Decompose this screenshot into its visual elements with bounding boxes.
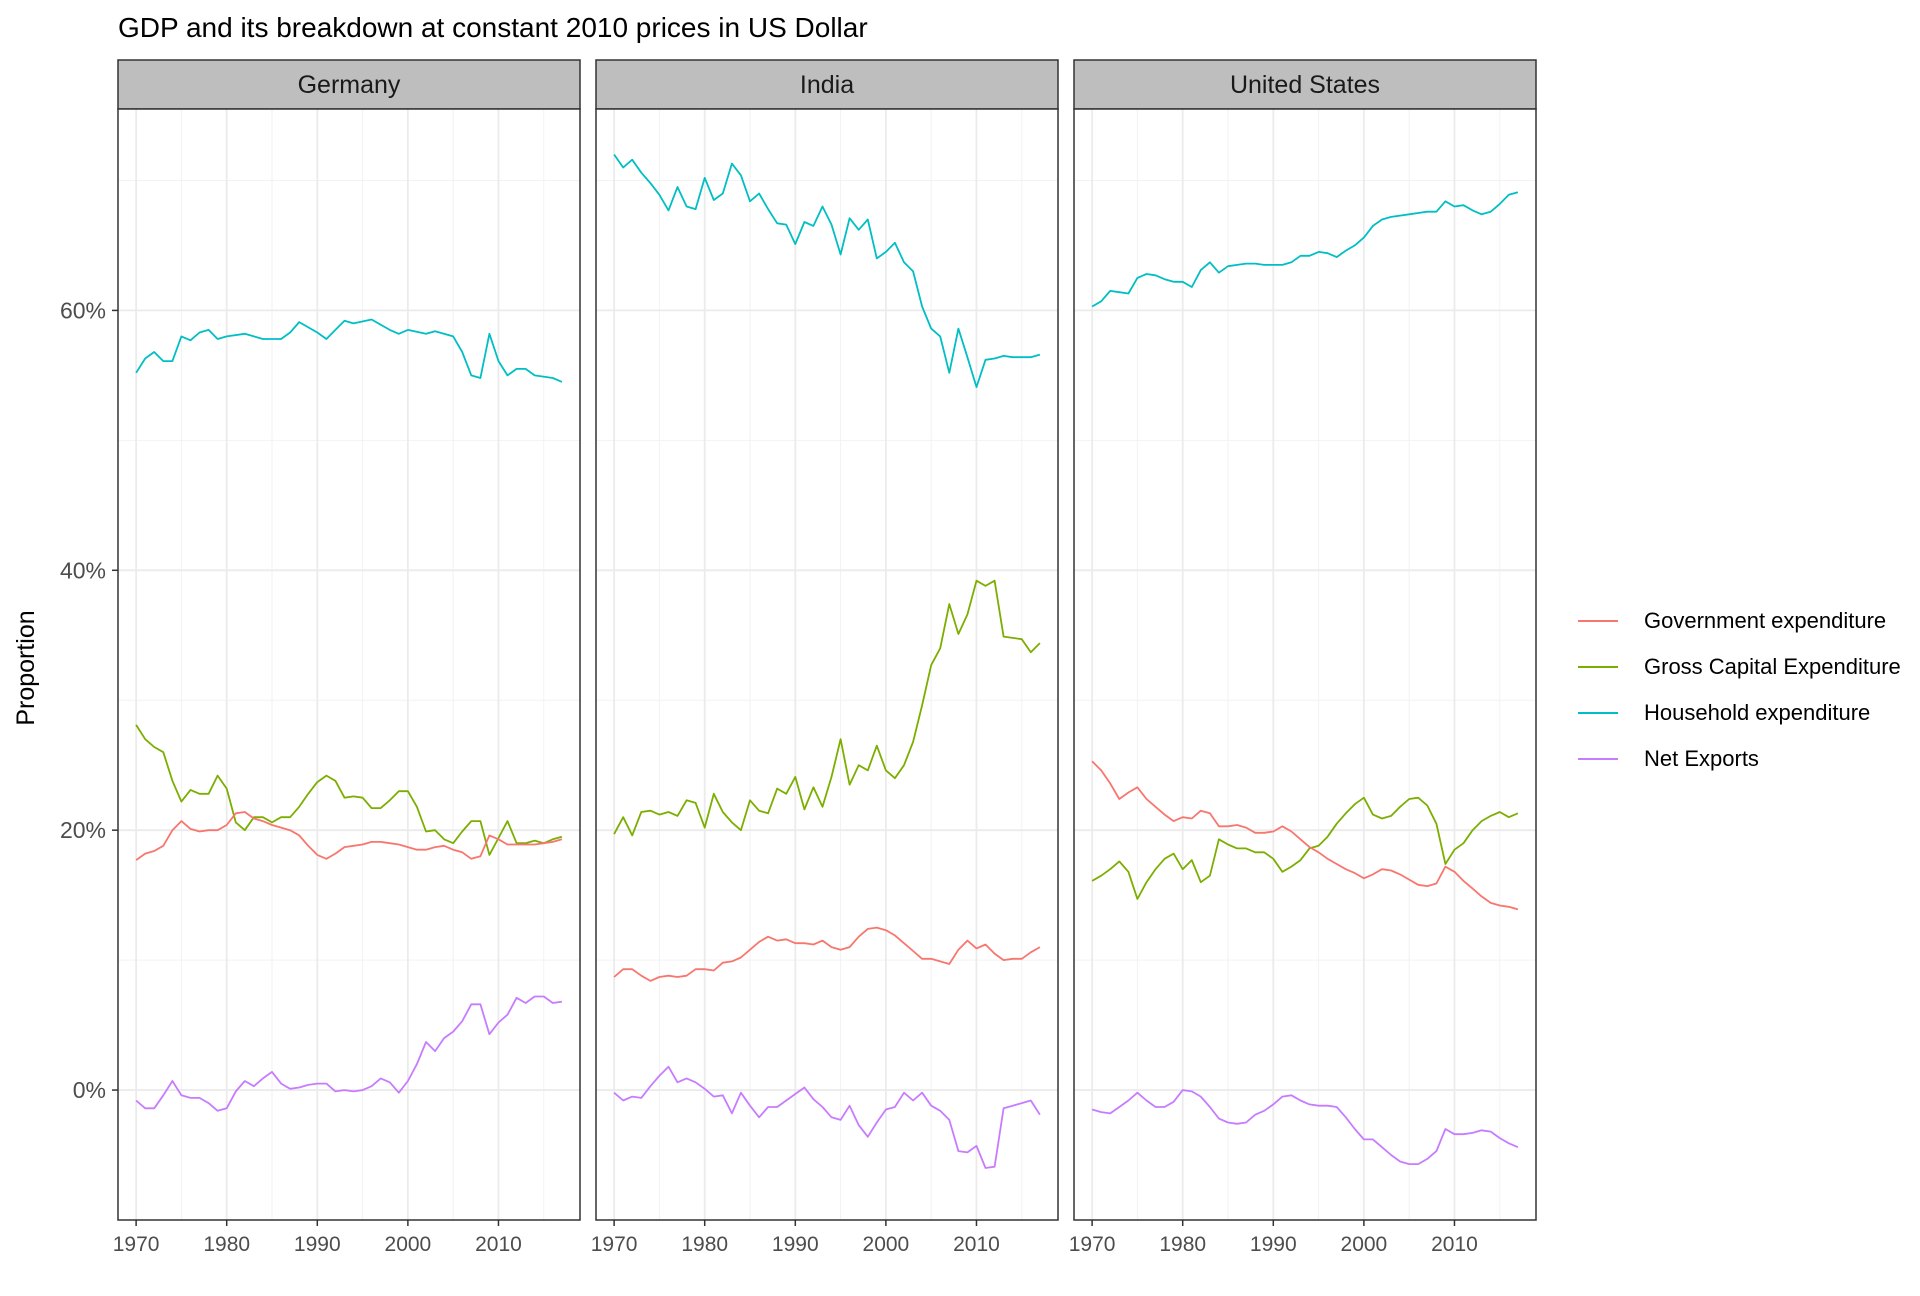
y-axis-title-group: Proportion bbox=[12, 610, 40, 725]
legend: Government expenditure Gross Capital Expe… bbox=[1578, 598, 1901, 782]
panel-germany: Germany 1970 1980 1990 2000 2010 0% 20% 40% 60% bbox=[60, 59, 581, 1256]
x-tick-label: 2010 bbox=[475, 1233, 522, 1256]
series-line-germany-gross-capital-expenditure bbox=[135, 724, 563, 856]
legend-item-government-expenditure: Government expenditure bbox=[1578, 598, 1901, 644]
y-tick-label: 40% bbox=[60, 557, 106, 583]
legend-key-gross-capital-expenditure bbox=[1578, 666, 1618, 668]
legend-label: Net Exports bbox=[1644, 746, 1759, 771]
x-tick-label: 1970 bbox=[113, 1233, 160, 1256]
series-line-united-states-government-expenditure bbox=[1091, 760, 1519, 911]
legend-item-household-expenditure: Household expenditure bbox=[1578, 690, 1901, 736]
facet-strip-india bbox=[595, 59, 1059, 110]
legend-item-net-exports: Net Exports bbox=[1578, 736, 1901, 782]
series-line-india-gross-capital-expenditure bbox=[613, 579, 1041, 837]
chart-title: GDP and its breakdown at constant 2010 p… bbox=[118, 12, 868, 43]
panel-border-germany bbox=[117, 108, 581, 1221]
x-tick-label: 2000 bbox=[1341, 1233, 1388, 1256]
series-line-germany-household-expenditure bbox=[135, 318, 563, 383]
plot-area-india bbox=[596, 109, 1058, 1220]
legend-label: Gross Capital Expenditure bbox=[1644, 654, 1901, 679]
y-tick-label: 0% bbox=[73, 1077, 106, 1103]
series-line-germany-government-expenditure bbox=[135, 811, 563, 861]
panel-india: India 1970 1980 1990 2000 2010 bbox=[591, 59, 1059, 1256]
x-tick-label: 1990 bbox=[772, 1233, 819, 1256]
x-tick-label: 1970 bbox=[1069, 1233, 1116, 1256]
plot-area-germany bbox=[118, 109, 580, 1220]
facet-panels: Germany 1970 1980 1990 2000 2010 0% 20% 40% 60% In… bbox=[60, 59, 1537, 1256]
legend-key-household-expenditure bbox=[1578, 712, 1618, 714]
y-tick-label: 20% bbox=[60, 817, 106, 843]
legend-item-gross-capital-expenditure: Gross Capital Expenditure bbox=[1578, 644, 1901, 690]
series-line-united-states-net-exports bbox=[1091, 1089, 1519, 1165]
x-tick-label: 1970 bbox=[591, 1233, 638, 1256]
series-line-united-states-household-expenditure bbox=[1091, 191, 1519, 308]
legend-key-net-exports bbox=[1578, 758, 1618, 760]
panel-united-states: United States 1970 1980 1990 2000 2010 bbox=[1069, 59, 1537, 1256]
x-tick-label: 2000 bbox=[385, 1233, 432, 1256]
panel-border-united-states bbox=[1073, 108, 1537, 1221]
legend-key-government-expenditure bbox=[1578, 620, 1618, 622]
x-tick-label: 1990 bbox=[1250, 1233, 1297, 1256]
series-line-india-government-expenditure bbox=[613, 926, 1041, 982]
legend-label: Household expenditure bbox=[1644, 700, 1871, 725]
facet-strip-united-states bbox=[1073, 59, 1537, 110]
series-line-india-net-exports bbox=[613, 1065, 1041, 1169]
y-axis-title: Proportion bbox=[12, 610, 40, 725]
x-tick-label: 1990 bbox=[294, 1233, 341, 1256]
plot-area-united-states bbox=[1074, 109, 1536, 1220]
series-line-germany-net-exports bbox=[135, 995, 563, 1112]
series-line-india-household-expenditure bbox=[613, 153, 1041, 388]
series-line-united-states-gross-capital-expenditure bbox=[1091, 796, 1519, 900]
facet-label-germany: Germany bbox=[298, 71, 401, 99]
x-tick-label: 1980 bbox=[203, 1233, 250, 1256]
x-tick-label: 2000 bbox=[863, 1233, 910, 1256]
facet-label-united-states: United States bbox=[1230, 71, 1380, 99]
legend-label: Government expenditure bbox=[1644, 608, 1887, 633]
x-tick-label: 2010 bbox=[1431, 1233, 1478, 1256]
panel-border-india bbox=[595, 108, 1059, 1221]
x-tick-label: 2010 bbox=[953, 1233, 1000, 1256]
facet-label-india: India bbox=[800, 71, 854, 99]
y-tick-label: 60% bbox=[60, 297, 106, 323]
x-tick-label: 1980 bbox=[681, 1233, 728, 1256]
x-tick-label: 1980 bbox=[1159, 1233, 1206, 1256]
